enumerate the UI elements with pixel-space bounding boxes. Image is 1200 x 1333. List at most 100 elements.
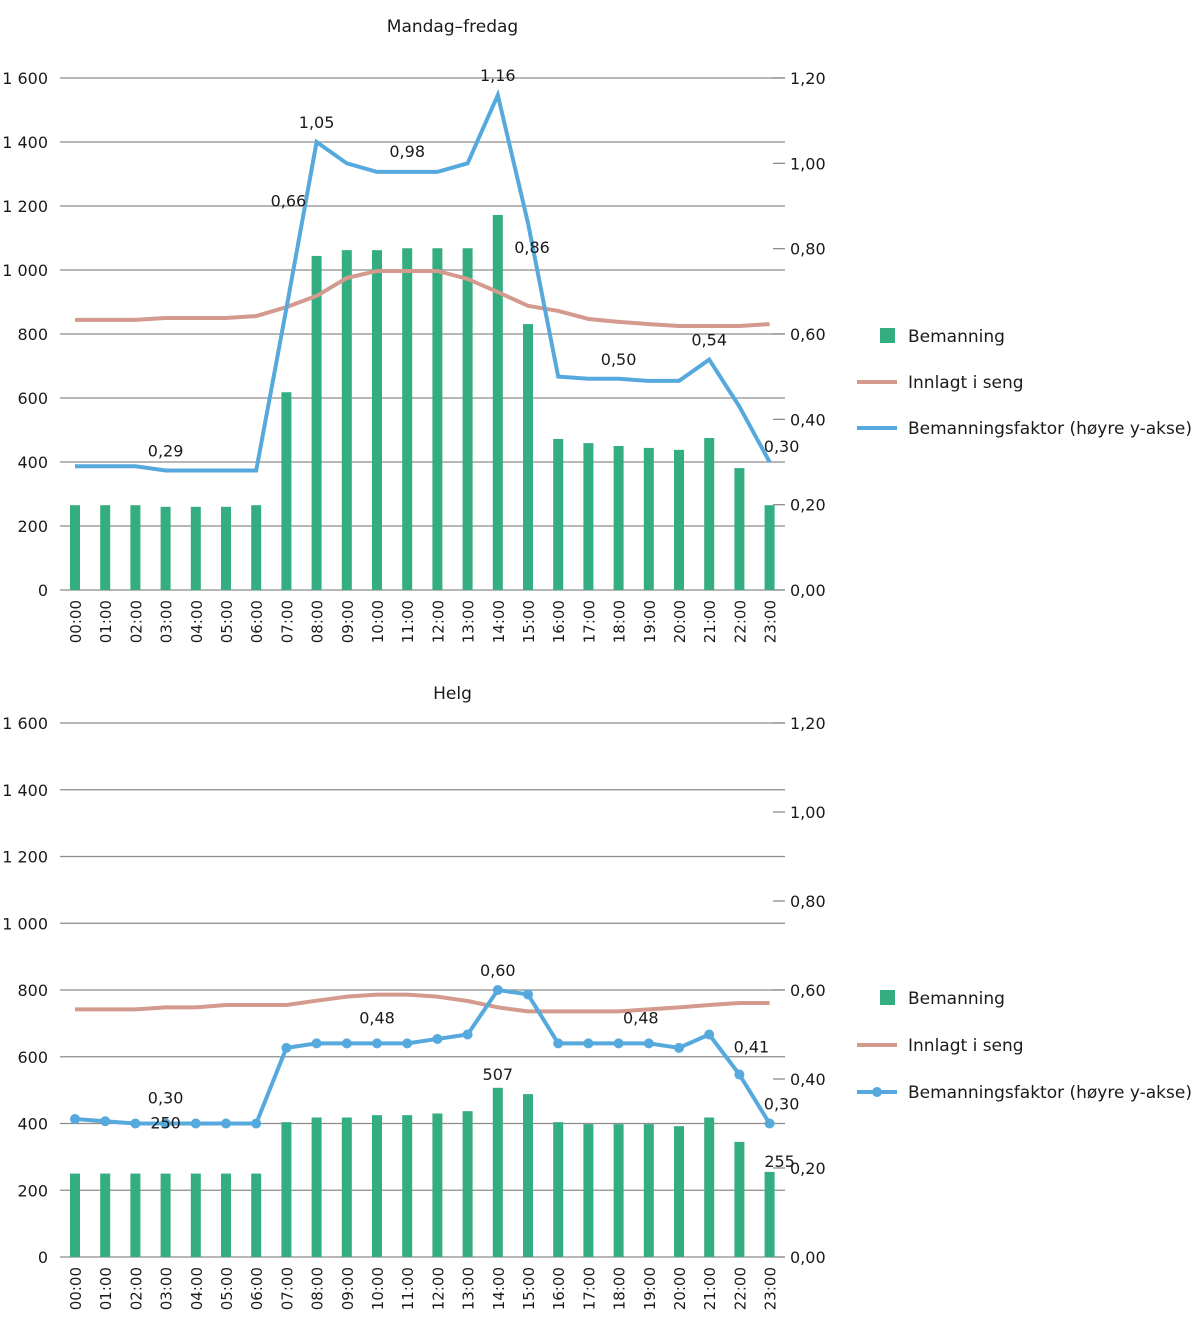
y-tick-label-left: 0 bbox=[38, 1248, 48, 1267]
x-tick-label: 01:00 bbox=[97, 600, 115, 643]
bar-bemanning bbox=[674, 449, 684, 590]
x-tick-label: 18:00 bbox=[611, 600, 629, 643]
x-tick-label: 02:00 bbox=[127, 600, 145, 643]
y-tick-label-right: 0,80 bbox=[790, 892, 826, 911]
point-bemanningsfaktor bbox=[190, 1118, 201, 1129]
bar-bemanning bbox=[432, 1113, 443, 1257]
y-tick-label-left: 200 bbox=[17, 1181, 48, 1200]
x-tick-label: 08:00 bbox=[309, 1267, 327, 1310]
data-label: 255 bbox=[764, 1152, 795, 1171]
y-tick-label-left: 1 400 bbox=[2, 133, 48, 152]
point-bemanningsfaktor bbox=[704, 1029, 715, 1040]
y-tick-label-right: 1,00 bbox=[790, 803, 826, 822]
bar-bemanning bbox=[190, 1173, 201, 1257]
bar-bemanning bbox=[492, 214, 503, 590]
y-tick-label-left: 0 bbox=[38, 581, 48, 600]
y-tick-label-right: 1,20 bbox=[790, 714, 826, 733]
x-tick-label: 03:00 bbox=[158, 1267, 176, 1310]
data-label: 250 bbox=[150, 1114, 181, 1133]
bar-bemanning bbox=[583, 443, 594, 590]
bar-bemanning bbox=[221, 1173, 231, 1257]
bar-bemanning bbox=[160, 506, 171, 590]
data-label: 1,05 bbox=[299, 113, 335, 132]
bar-bemanning bbox=[643, 1124, 654, 1257]
bar-bemanning bbox=[311, 255, 322, 591]
chart-title: Mandag–fredag bbox=[387, 17, 518, 37]
bar-bemanning bbox=[764, 1171, 775, 1257]
legend-label-bemanning: Bemanning bbox=[908, 989, 1005, 1009]
bar-bemanning bbox=[281, 1122, 292, 1257]
x-tick-label: 17:00 bbox=[580, 600, 598, 643]
bar-bemanning bbox=[462, 248, 473, 591]
point-bemanningsfaktor bbox=[100, 1116, 111, 1127]
legend-label-bemanning: Bemanning bbox=[908, 327, 1005, 347]
y-tick-label-left: 400 bbox=[17, 1115, 48, 1134]
bar-bemanning bbox=[311, 1117, 322, 1257]
point-bemanningsfaktor bbox=[613, 1038, 624, 1049]
x-tick-label: 11:00 bbox=[399, 1267, 417, 1310]
y-tick-label-right: 0,20 bbox=[790, 1159, 826, 1178]
y-tick-label-right: 0,60 bbox=[790, 981, 826, 1000]
x-tick-label: 16:00 bbox=[550, 1267, 568, 1310]
bar-bemanning bbox=[613, 446, 624, 590]
x-tick-label: 03:00 bbox=[158, 600, 176, 643]
point-bemanningsfaktor bbox=[583, 1038, 594, 1049]
y-tick-label-left: 1 200 bbox=[2, 848, 48, 867]
point-bemanningsfaktor bbox=[462, 1029, 473, 1040]
point-bemanningsfaktor bbox=[734, 1069, 745, 1080]
data-label: 0,48 bbox=[359, 1008, 395, 1027]
bar-bemanning bbox=[281, 392, 292, 590]
bar-bemanning bbox=[643, 447, 654, 590]
y-tick-label-left: 400 bbox=[17, 453, 48, 472]
x-tick-label: 06:00 bbox=[248, 1267, 266, 1310]
x-tick-label: 06:00 bbox=[248, 600, 266, 643]
bar-bemanning bbox=[70, 1173, 80, 1257]
bar-bemanning bbox=[251, 1173, 262, 1257]
y-tick-label-left: 1 000 bbox=[2, 914, 48, 933]
y-tick-label-right: 1,20 bbox=[790, 69, 826, 88]
x-tick-label: 21:00 bbox=[701, 600, 719, 643]
point-bemanningsfaktor bbox=[674, 1042, 684, 1053]
x-tick-label: 10:00 bbox=[369, 1267, 387, 1310]
bar-bemanning bbox=[523, 1094, 533, 1257]
point-bemanningsfaktor bbox=[70, 1114, 80, 1125]
x-tick-label: 19:00 bbox=[641, 1267, 659, 1310]
bar-bemanning bbox=[674, 1126, 684, 1257]
x-tick-label: 17:00 bbox=[580, 1267, 598, 1310]
point-bemanningsfaktor bbox=[523, 989, 533, 1000]
point-bemanningsfaktor bbox=[643, 1038, 654, 1049]
bar-bemanning bbox=[734, 468, 745, 590]
x-tick-label: 16:00 bbox=[550, 600, 568, 643]
x-tick-label: 14:00 bbox=[490, 600, 508, 643]
y-tick-label-right: 0,80 bbox=[790, 240, 826, 259]
bar-bemanning bbox=[190, 506, 201, 590]
x-tick-label: 02:00 bbox=[127, 1267, 145, 1310]
y-tick-label-right: 0,00 bbox=[790, 1248, 826, 1267]
data-label: 0,30 bbox=[148, 1089, 184, 1108]
bar-bemanning bbox=[341, 250, 352, 590]
x-tick-label: 21:00 bbox=[701, 1267, 719, 1310]
x-tick-label: 20:00 bbox=[671, 600, 689, 643]
legend-marker-faktor bbox=[872, 1087, 882, 1097]
bar-bemanning bbox=[553, 1122, 564, 1257]
chart-weekday: Mandag–fredag 0 200 400 600 800 1 000 1 200 1 40… bbox=[2, 17, 1192, 643]
y-tick-label-left: 600 bbox=[17, 1048, 48, 1067]
legend-label-faktor: Bemanningsfaktor (høyre y-akse) bbox=[908, 419, 1192, 439]
y-tick-label-right: 0,00 bbox=[790, 581, 826, 600]
data-label: 0,50 bbox=[601, 350, 637, 369]
y-tick-label-right: 0,40 bbox=[790, 1070, 826, 1089]
y-tick-label-left: 1 400 bbox=[2, 781, 48, 800]
x-tick-label: 04:00 bbox=[188, 1267, 206, 1310]
y-tick-label-left: 800 bbox=[17, 981, 48, 1000]
legend: Bemanning Innlagt i seng Bemanningsfaktor … bbox=[857, 327, 1192, 439]
x-tick-label: 01:00 bbox=[97, 1267, 115, 1310]
x-tick-label: 05:00 bbox=[218, 1267, 236, 1310]
x-tick-label: 11:00 bbox=[399, 600, 417, 643]
bar-bemanning bbox=[100, 505, 111, 590]
y-tick-label-right: 0,20 bbox=[790, 496, 826, 515]
x-tick-label: 22:00 bbox=[731, 600, 749, 643]
bar-bemanning bbox=[100, 1173, 111, 1257]
chart-title: Helg bbox=[433, 684, 472, 704]
y-tick-label-left: 800 bbox=[17, 325, 48, 344]
bar-bemanning bbox=[523, 324, 533, 590]
